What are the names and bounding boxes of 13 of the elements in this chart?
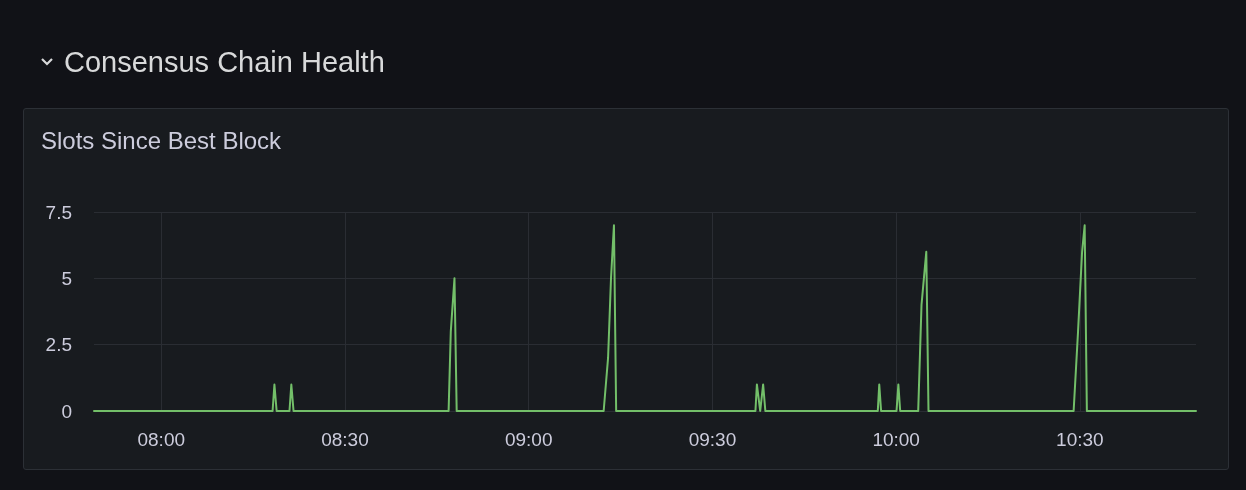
y-tick-label: 5	[61, 267, 72, 289]
x-tick-label: 08:00	[137, 429, 186, 450]
x-tick-label: 08:30	[321, 429, 369, 450]
y-tick-label: 0	[61, 400, 72, 422]
chart-title: Consensus Chain Health	[64, 45, 385, 79]
x-tick-label: 09:00	[504, 429, 553, 450]
y-tick-label: 2.5	[45, 334, 72, 356]
chart-subtitle: Slots Since Best Block	[41, 127, 282, 155]
line-series	[93, 224, 1197, 412]
x-tick-label: 10:00	[872, 429, 920, 450]
y-tick-label: 7.5	[45, 201, 72, 223]
x-tick-label: 09:30	[688, 429, 737, 450]
x-tick-label: 10:30	[1056, 429, 1104, 450]
